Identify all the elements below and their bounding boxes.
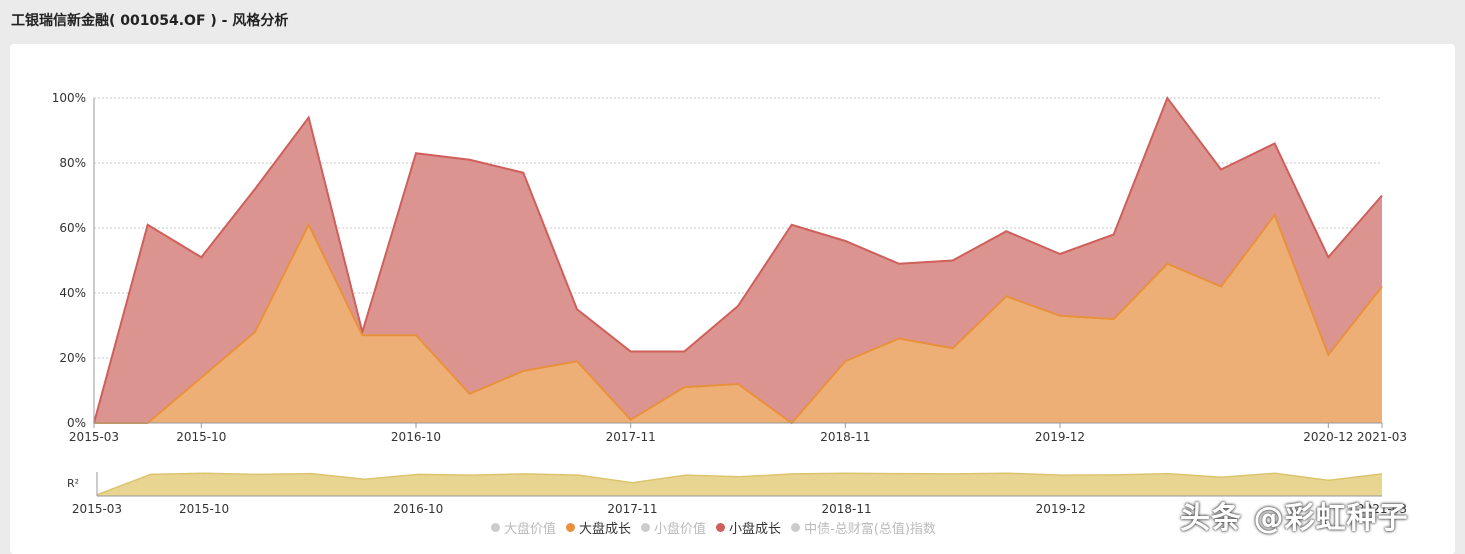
legend-item[interactable]: 大盘价值 [491, 518, 556, 537]
small-growth-area [94, 98, 1382, 423]
r2-x-tick-label: 2019-12 [1036, 502, 1086, 516]
y-tick-label: 100% [52, 91, 86, 105]
x-tick-label: 2015-10 [176, 430, 226, 444]
legend-dot-icon [716, 522, 726, 532]
page-title: 工银瑞信新金融( 001054.OF ) - 风格分析 [11, 13, 289, 29]
r2-x-tick-label: 2018-11 [822, 502, 872, 516]
x-tick-label: 2016-10 [391, 430, 441, 444]
y-tick-label: 80% [59, 156, 86, 170]
r2-x-tick-label: 2021-03 [1357, 502, 1407, 516]
x-tick-label: 2018-11 [820, 430, 870, 444]
legend-dot-icon [491, 522, 500, 532]
large-growth-line [94, 212, 1383, 425]
legend-label: 大盘价值 [504, 521, 557, 537]
legend-item[interactable]: 中债-总财富(总值)指数 [791, 518, 936, 537]
legend-item[interactable]: 大盘成长 [566, 518, 631, 537]
legend-dot-icon [566, 522, 576, 532]
legend-label: 小盘成长 [729, 521, 782, 537]
x-tick-label: 2017-11 [606, 430, 656, 444]
legend-label: 中债-总财富(总值)指数 [804, 521, 936, 537]
legend-item[interactable]: 小盘成长 [716, 518, 781, 537]
x-tick-label: 2019-12 [1035, 430, 1085, 444]
watermark: 头条 @彩虹种子 [1180, 501, 1409, 536]
header-bar: 工银瑞信新金融( 001054.OF ) - 风格分析 [0, 0, 1465, 40]
style-analysis-chart[interactable]: 0% 20% 40% 60% 80% 100% 2015-03 2015-10 2016-10 2… [10, 44, 1455, 554]
large-growth-area [94, 215, 1382, 423]
chart-legend: 大盘价值 大盘成长 小盘价值 小盘成长 中债-总财富(总值)指数 [491, 518, 946, 537]
x-tick-label: 2020-12 [1303, 430, 1353, 444]
axis-layer: 0% 20% 40% 60% 80% 100% 2015-03 2015-10 2016-10 2… [52, 91, 1407, 444]
y-tick-label: 60% [59, 221, 86, 235]
x-tick-label: 2021-03 [1357, 430, 1407, 444]
x-tick-label: 2015-03 [69, 430, 119, 444]
y-tick-label: 0% [67, 416, 86, 430]
chart-card: 0% 20% 40% 60% 80% 100% 2015-03 2015-10 2016-10 2… [10, 44, 1455, 554]
y-tick-label: 20% [59, 351, 86, 365]
r2-x-tick-label: 2017-11 [607, 502, 657, 516]
area-layer [93, 95, 1383, 425]
r2-line [96, 472, 1383, 496]
r2-area [97, 473, 1382, 496]
legend-item[interactable]: 小盘价值 [641, 518, 706, 537]
small-growth-line [93, 95, 1383, 424]
r2-x-tick-label: 2015-10 [179, 502, 229, 516]
legend-label: 大盘成长 [579, 521, 632, 537]
r2-chart: R² 2015-03 2015-10 2016-10 2017-11 2018-11 201… [67, 472, 1407, 516]
legend-label: 小盘价值 [654, 521, 707, 537]
legend-dot-icon [641, 522, 651, 532]
legend-dot-icon [791, 522, 801, 532]
r2-x-tick-label: 2016-10 [393, 502, 443, 516]
r2-axis-label: R² [67, 477, 79, 490]
r2-x-tick-label: 2015-03 [72, 502, 122, 516]
y-tick-label: 40% [59, 286, 86, 300]
